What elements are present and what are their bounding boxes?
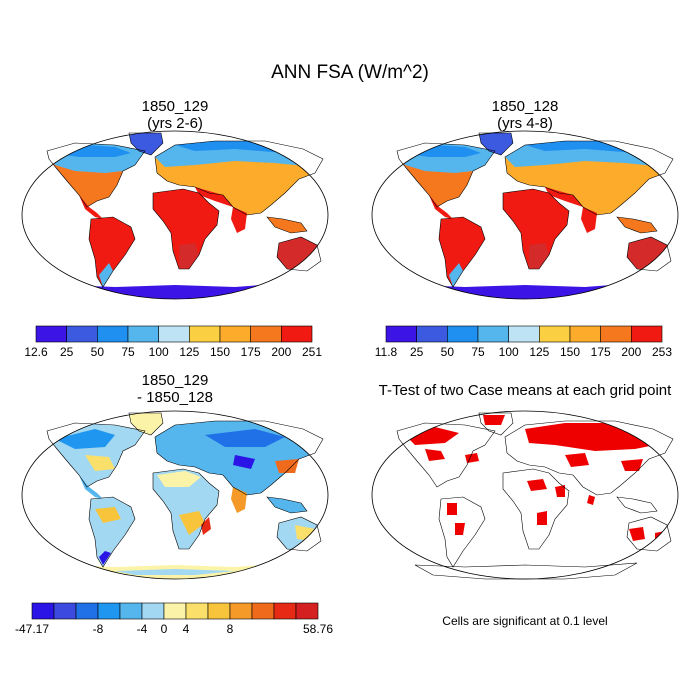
panel1-colorbar-tick-label: 200 [271,345,291,359]
figure-title: ANN FSA (W/m^2) [271,62,429,83]
panel1-colorbar-tick-label: 75 [121,345,135,359]
panel3-title-line1: 1850_129 [141,372,209,389]
panel2-colorbar-tick-label: 125 [529,345,549,359]
panel1-colorbar-swatch [127,325,159,343]
panel1-colorbar-swatch [97,325,129,343]
panel3-colorbar-tick-label: -8 [93,622,104,636]
panel2-colorbar-tick-label: 100 [499,345,519,359]
panel3-title: 1850_129 - 1850_128 [80,372,270,406]
panel2-map [371,130,679,300]
panel3-colorbar-tick-label: 4 [183,622,190,636]
panel3-colorbar-swatch [31,602,55,620]
panel1-colorbar-tick-label: 50 [91,345,105,359]
panel2-colorbar-swatch [539,325,571,343]
panel1-colorbar-tick-label: 25 [60,345,74,359]
panel1-title: 1850_129 (yrs 2-6) [80,98,270,132]
panel1-colorbar-swatch [219,325,251,343]
panel3-colorbar-tick-label: 0 [161,622,168,636]
panel2-title-line1: 1850_128 [491,98,559,115]
panel2-colorbar-tick-label: 11.8 [375,345,398,359]
panel1-title-line2: (yrs 2-6) [147,115,203,132]
panel1-colorbar-swatch [281,325,313,343]
panel2-colorbar-tick-label: 175 [591,345,611,359]
panel1-colorbar-swatch [66,325,98,343]
panel3-colorbar-swatch [185,602,209,620]
panel2-colorbar-tick-label: 75 [471,345,485,359]
significance-note: Cells are significant at 0.1 level [442,614,608,628]
panel3-colorbar-swatch [97,602,121,620]
panel1-title-line1: 1850_129 [141,98,209,115]
panel2-title-line2: (yrs 4-8) [497,115,553,132]
panel3-map [21,410,329,580]
panel1-colorbar-swatch [158,325,190,343]
panel1-map [21,130,329,300]
panel3-colorbar-swatch [119,602,143,620]
panel2-colorbar-swatch [631,325,663,343]
panel1-colorbar-tick-label: 125 [179,345,199,359]
panel2-colorbar-tick-label: 25 [410,345,424,359]
panel2-colorbar-tick-label: 50 [441,345,455,359]
panel2-colorbar-tick-label: 150 [560,345,580,359]
panel2-colorbar-swatch [447,325,479,343]
panel1-colorbar-tick-label: 251 [302,345,322,359]
panel2-title: 1850_128 (yrs 4-8) [430,98,620,132]
panel1-colorbar-tick-label: 150 [210,345,230,359]
panel2-colorbar-swatch [600,325,632,343]
panel2-colorbar-tick-label: 253 [652,345,672,359]
panel3-colorbar-swatch [141,602,165,620]
panel3-colorbar-swatch [273,602,297,620]
panel3-colorbar: -47.17 -8 -4 0 4 8 58.76 [15,602,333,636]
panel3-colorbar-tick-label: -4 [137,622,148,636]
panel3-colorbar-swatch [207,602,231,620]
panel2-colorbar-tick-label: 200 [621,345,641,359]
panel1-colorbar-tick-label: 100 [149,345,169,359]
panel2-colorbar: 11.8 25 50 75 100 125 150 175 200 253 [375,325,672,359]
panel3-colorbar-swatch [251,602,275,620]
panel2-colorbar-swatch [569,325,601,343]
panel3-colorbar-tick-label: -47.17 [15,622,49,636]
panel3-title-line2: - 1850_128 [137,389,213,406]
panel1-colorbar-swatch [250,325,282,343]
panel3-colorbar-swatch [75,602,99,620]
panel4-map [371,410,679,580]
panel3-colorbar-tick-label: 58.76 [303,622,333,636]
panel4-title: T-Test of two Case means at each grid po… [378,382,672,399]
panel1-colorbar-tick-label: 12.6 [24,345,48,359]
panel1-colorbar-swatch [35,325,67,343]
panel2-colorbar-swatch [416,325,448,343]
panel2-colorbar-swatch [385,325,417,343]
panel1-colorbar: 12.6 25 50 75 100 125 150 175 200 251 [24,325,322,359]
panel2-colorbar-swatch [508,325,540,343]
panel3-colorbar-swatch [229,602,253,620]
panel1-colorbar-swatch [189,325,221,343]
panel2-colorbar-swatch [477,325,509,343]
panel3-colorbar-swatch [53,602,77,620]
panel3-colorbar-tick-label: 8 [227,622,234,636]
panel3-colorbar-swatch [295,602,319,620]
panel1-colorbar-tick-label: 175 [241,345,261,359]
panel3-colorbar-swatch [163,602,187,620]
